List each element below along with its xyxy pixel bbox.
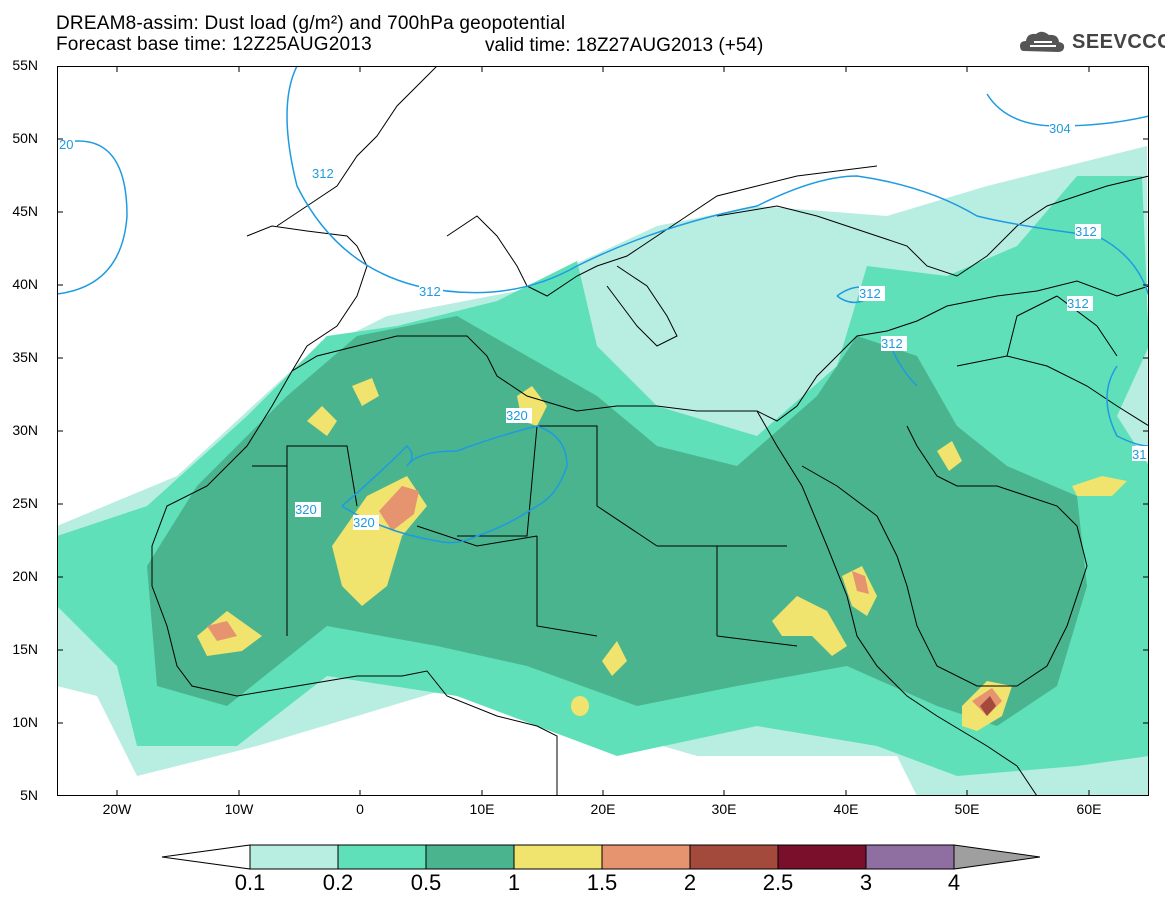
lat-label: 15N [12, 641, 38, 657]
lat-label: 30N [12, 422, 38, 438]
colorbar-box [601, 844, 691, 870]
contour-31x-east [1106, 365, 1149, 447]
colorbar-label: 2.5 [762, 870, 794, 895]
logo-text: SEEVCCC [1072, 31, 1165, 53]
contour-label-3: 312 [312, 166, 334, 181]
lat-label: 50N [12, 130, 38, 146]
colorbar-label: 0.5 [410, 870, 442, 895]
chart-title: DREAM8-assim: Dust load (g/m²) and 700hP… [56, 13, 566, 34]
contour-320-sahara [341, 425, 568, 544]
contour-label-10: 320 [295, 502, 317, 517]
valid-time: valid time: 18Z27AUG2013 (+54) [485, 35, 764, 56]
colorbar-box [425, 844, 515, 870]
dust-map: 20 312 312 312 312 312 304 312 320 320 3… [57, 66, 1149, 796]
forecast-base-time: Forecast base time: 12Z25AUG2013 [56, 34, 372, 55]
contour-label-6: 312 [881, 336, 903, 351]
lon-label: 10E [469, 801, 495, 817]
lat-label: 55N [12, 57, 38, 73]
colorbar-label: 2 [683, 870, 697, 895]
contour-label-1: 20 [59, 137, 73, 152]
colorbar-box [777, 844, 867, 870]
contour-label-11: 320 [353, 515, 375, 530]
colorbar-box [865, 844, 955, 870]
lon-label: 10W [224, 801, 254, 817]
colorbar-arrow-left [161, 844, 251, 870]
lat-label: 40N [12, 276, 38, 292]
colorbar [161, 844, 1040, 870]
lat-label: 10N [12, 714, 38, 730]
lon-label: 30E [711, 801, 737, 817]
colorbar-box [513, 844, 603, 870]
colorbar-box [689, 844, 779, 870]
lon-label: 20E [590, 801, 616, 817]
cloud-icon [1020, 31, 1065, 52]
colorbar-label: 1.5 [586, 870, 618, 895]
colorbar-box [337, 844, 427, 870]
lat-label: 35N [12, 349, 38, 365]
lat-label: 25N [12, 495, 38, 511]
lon-label: 0 [356, 801, 364, 817]
lat-label: 45N [12, 203, 38, 219]
lon-label: 20W [102, 801, 132, 817]
colorbar-label: 3 [859, 870, 873, 895]
contour-label-2: 312 [419, 284, 441, 299]
colorbar-box [249, 844, 339, 870]
lat-label: 5N [20, 787, 38, 803]
colorbar-label: 0.2 [322, 870, 354, 895]
colorbar-arrow-right [953, 844, 1040, 870]
contour-label-7: 304 [1049, 121, 1071, 136]
lat-label: 20N [12, 568, 38, 584]
lon-label: 40E [833, 801, 859, 817]
colorbar-label: 0.1 [234, 870, 266, 895]
contour-320-west [57, 140, 128, 295]
contour-label-12: 31 [1132, 447, 1146, 462]
contour-label-4: 312 [1075, 224, 1097, 239]
contour-label-9: 320 [506, 408, 528, 423]
contour-label-8: 312 [1067, 296, 1089, 311]
lon-label: 60E [1076, 801, 1102, 817]
colorbar-label: 1 [507, 870, 521, 895]
dust-band-dense [147, 316, 1087, 726]
colorbar-label: 4 [947, 870, 961, 895]
contour-label-5: 312 [859, 286, 881, 301]
contour-312 [286, 66, 1149, 297]
lon-label: 50E [954, 801, 980, 817]
